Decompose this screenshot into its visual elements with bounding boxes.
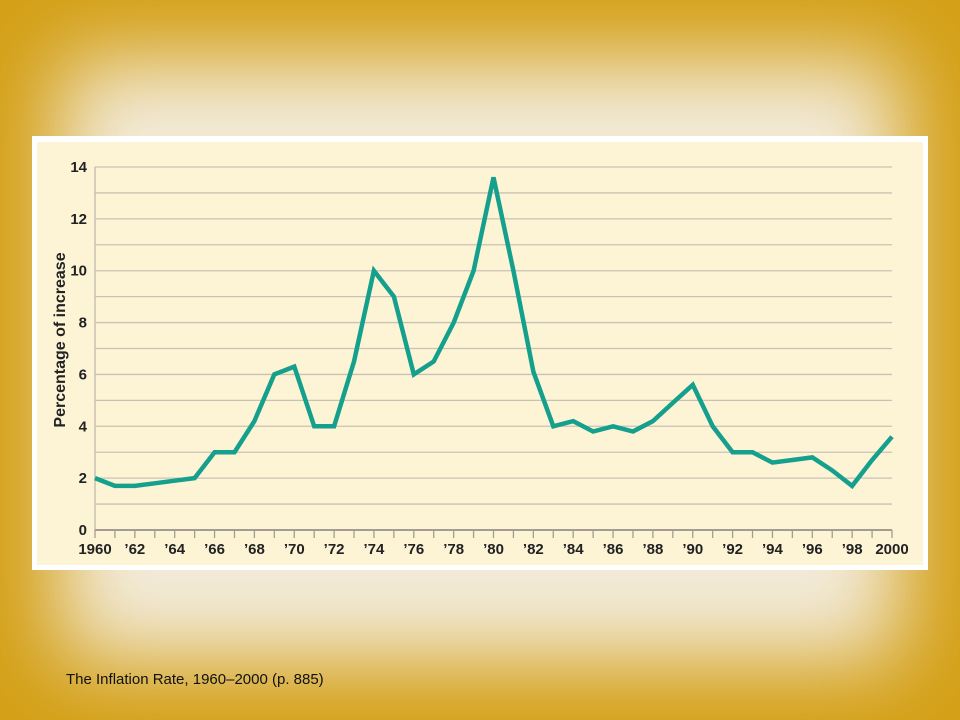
x-tick-labels: 1960 ’62 ’64 ’66 ’68 ’70 ’72 ’74 ’76 ’78 ’80 ’82 ’84…	[78, 541, 908, 558]
x-tick-label: ’80	[483, 541, 504, 558]
series-layer	[94, 176, 894, 490]
x-tick-label: ’84	[563, 541, 585, 558]
chart-panel	[37, 142, 923, 565]
x-tick-label: ’74	[364, 541, 386, 558]
figure-caption: The Inflation Rate, 1960–2000 (p. 885)	[66, 671, 324, 688]
x-tick-label: ’64	[164, 541, 186, 558]
y-tick-label: 2	[79, 470, 87, 487]
x-tick-label: 2000	[875, 541, 908, 558]
x-tick-label: ’68	[244, 541, 265, 558]
y-tick-label: 8	[79, 315, 87, 332]
x-tick-label: 1960	[78, 541, 111, 558]
grid-layer	[94, 166, 892, 531]
y-tick-label: 14	[70, 159, 87, 176]
x-tick-label: ’70	[284, 541, 305, 558]
inflation-series-line	[94, 176, 894, 490]
x-tick-label: ’78	[443, 541, 464, 558]
x-tick-label: ’82	[523, 541, 544, 558]
x-tick-label: ’98	[842, 541, 863, 558]
x-tick-label: ’86	[603, 541, 624, 558]
y-tick-label: 10	[70, 263, 87, 280]
y-tick-label: 6	[79, 366, 87, 383]
y-tick-label: 4	[79, 418, 88, 435]
x-tick-label: ’76	[403, 541, 424, 558]
y-axis-title: Percentage of increase	[52, 252, 69, 427]
x-tick-label: ’62	[124, 541, 145, 558]
y-tick-label: 12	[70, 211, 87, 228]
x-tick-label: ’88	[642, 541, 663, 558]
x-tick-label: ’66	[204, 541, 225, 558]
x-tick-label: ’90	[682, 541, 703, 558]
x-tick-label: ’92	[722, 541, 743, 558]
y-tick-labels: 0 2 4 6 8 10 12 14	[70, 159, 87, 539]
x-tick-marks	[94, 530, 893, 538]
x-tick-label: ’96	[802, 541, 823, 558]
y-tick-label: 0	[79, 522, 87, 539]
x-tick-label: ’72	[324, 541, 345, 558]
x-tick-label: ’94	[762, 541, 784, 558]
